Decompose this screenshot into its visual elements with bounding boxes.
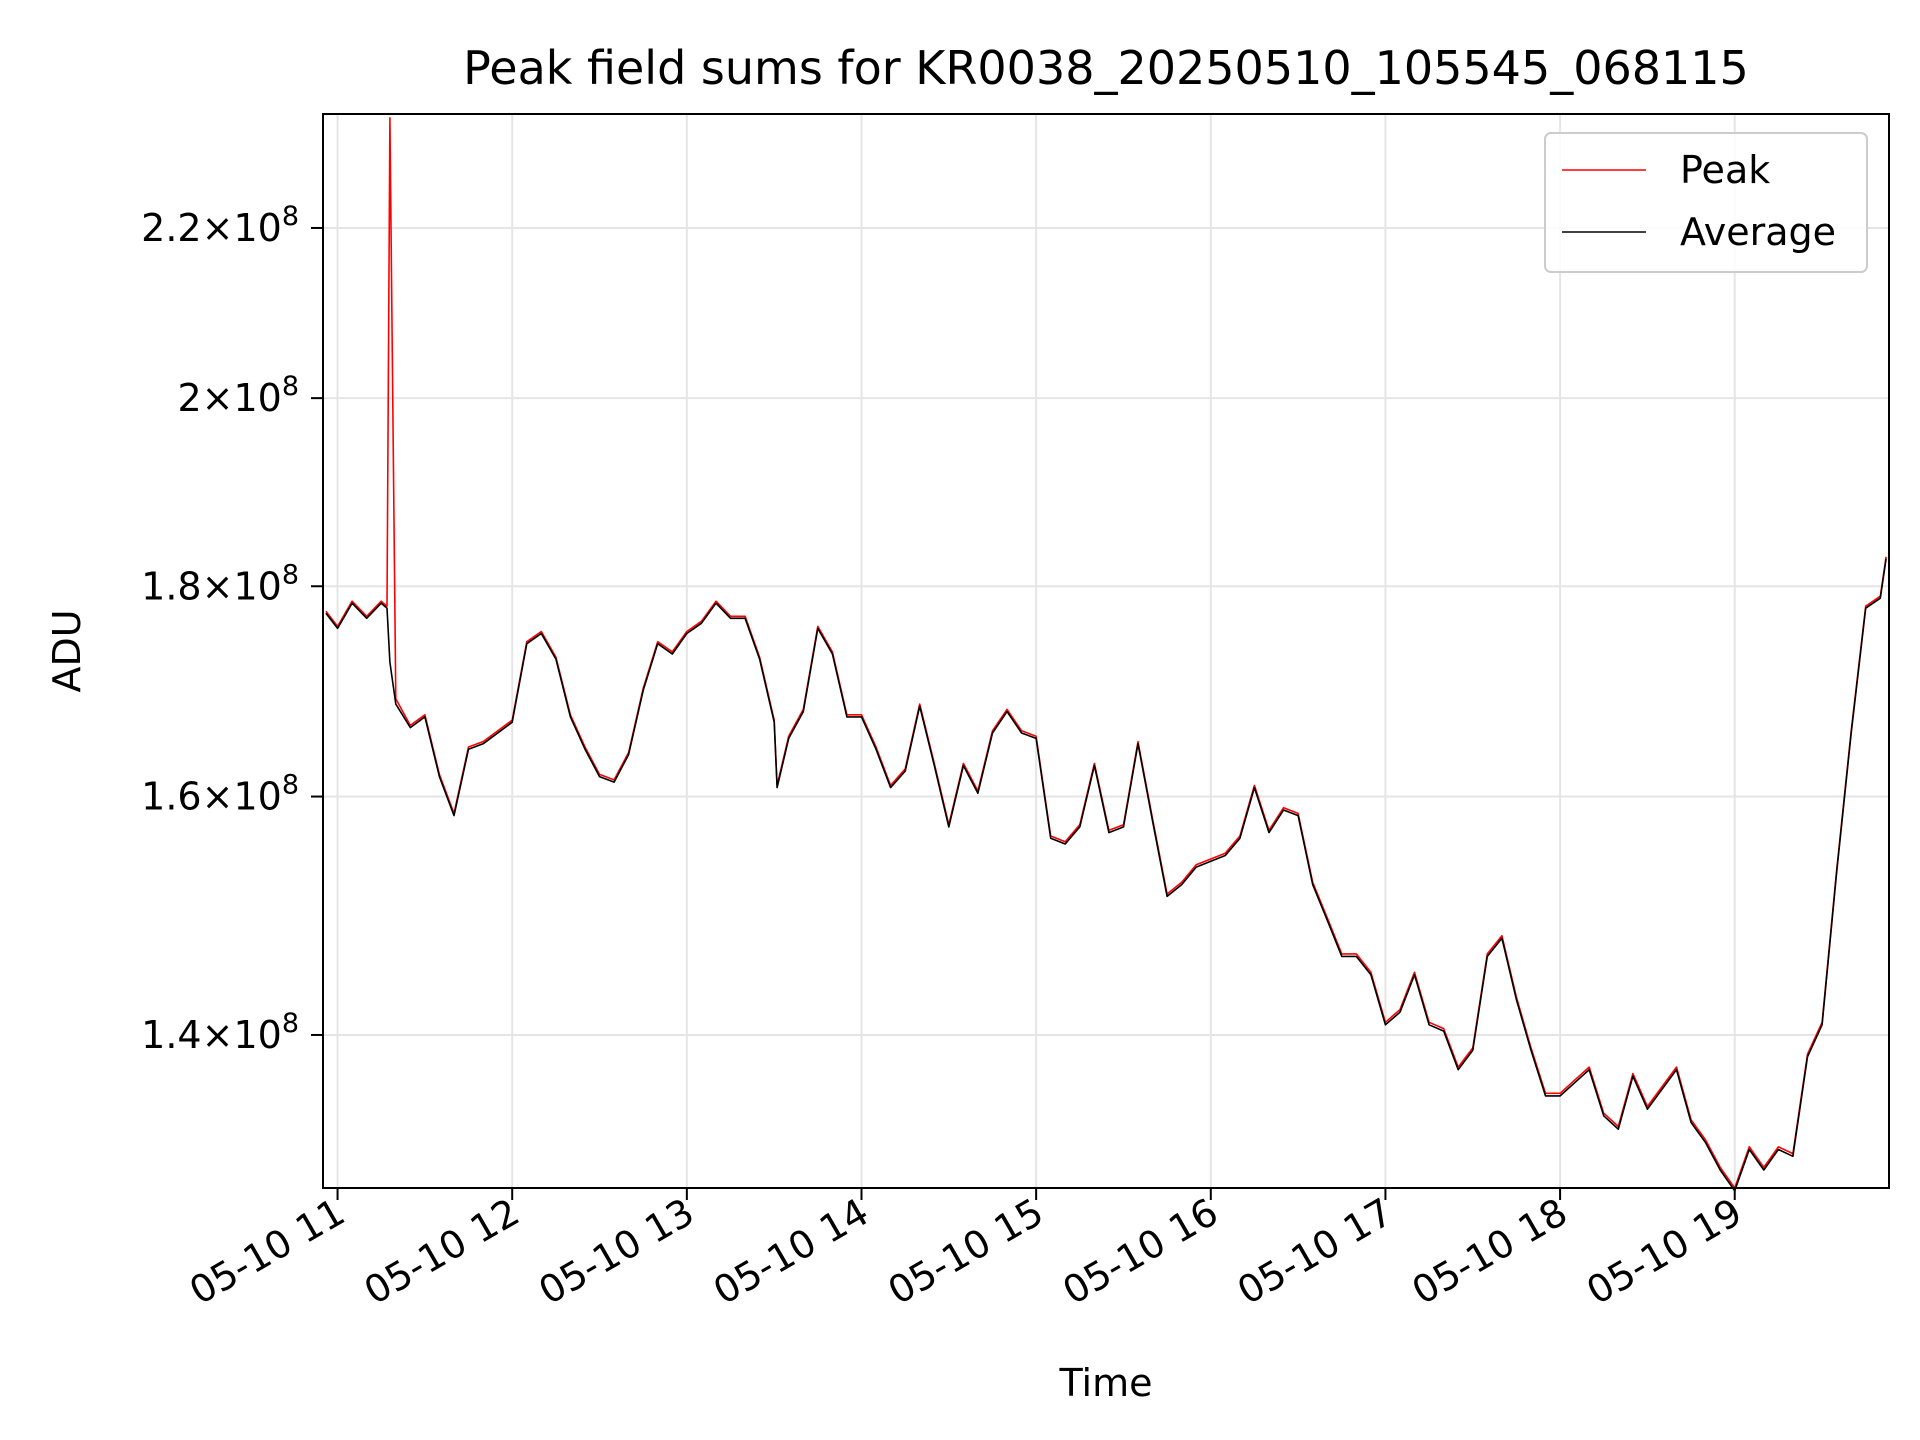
legend-label-average: Average bbox=[1680, 210, 1836, 254]
y-tick-label: 2×108 bbox=[177, 371, 299, 420]
series-layer bbox=[325, 117, 1887, 1192]
grid bbox=[323, 114, 1889, 1188]
chart-title: Peak field sums for KR0038_20250510_1055… bbox=[463, 41, 1749, 95]
y-tick-label: 1.4×108 bbox=[141, 1008, 299, 1057]
y-tick-label: 1.8×108 bbox=[141, 559, 299, 608]
legend-box bbox=[1544, 132, 1868, 273]
y-tick-label: 1.6×108 bbox=[141, 770, 299, 819]
y-axis: 1.4×108 1.6×108 1.8×108 2×108 2.2×108 bbox=[141, 201, 323, 1057]
legend: Peak Average bbox=[1544, 132, 1868, 273]
y-tick-label: 2.2×108 bbox=[141, 201, 299, 250]
y-axis-label: ADU bbox=[45, 609, 89, 692]
x-axis-label: Time bbox=[1059, 1361, 1153, 1405]
series-line-average bbox=[325, 558, 1887, 1192]
legend-label-peak: Peak bbox=[1680, 148, 1770, 192]
plot-frame bbox=[322, 113, 1890, 1189]
